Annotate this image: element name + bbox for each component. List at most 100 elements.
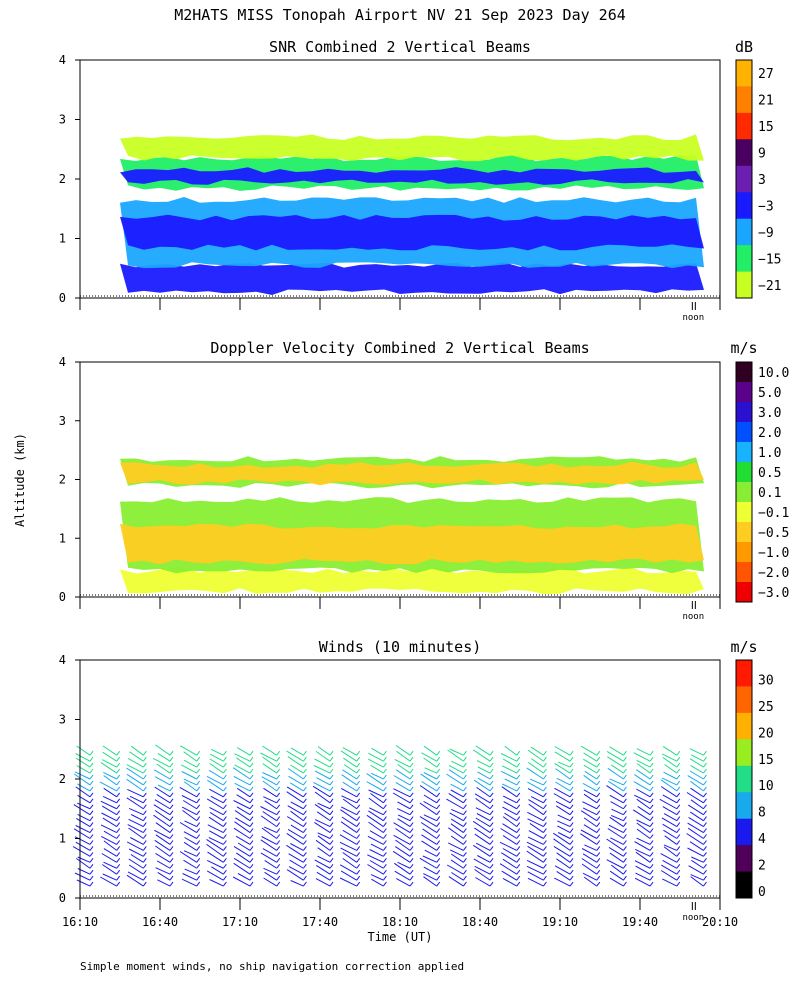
colorbar-swatch	[736, 442, 752, 463]
wind-barb-feather	[116, 881, 121, 887]
wind-barb-feather	[302, 810, 307, 816]
wind-barb-feather	[649, 810, 654, 815]
wind-barb-feather	[623, 875, 627, 881]
wind-barb	[316, 811, 331, 822]
wind-barb	[342, 781, 357, 792]
wind-barb-feather	[89, 798, 94, 804]
wind-barb-feather	[623, 881, 627, 887]
wind-barb	[500, 828, 518, 839]
wind-barb-feather	[516, 869, 521, 875]
wind-barb-feather	[142, 810, 147, 815]
wind-barb	[130, 854, 144, 863]
wind-barb-feather	[569, 816, 574, 821]
wind-barb	[102, 864, 117, 875]
wind-barb	[448, 827, 464, 839]
wind-barb	[183, 850, 197, 857]
wind-barb-feather	[169, 816, 174, 821]
wind-barb	[286, 791, 304, 804]
wind-barb-feather	[276, 846, 281, 851]
wind-barb	[317, 832, 331, 839]
wind-barb-feather	[596, 768, 601, 774]
wind-barb	[477, 766, 491, 774]
wind-barb-feather	[703, 840, 707, 845]
wind-barb	[554, 751, 571, 762]
velocity-units: m/s	[730, 339, 757, 357]
wind-barb	[421, 752, 437, 762]
wind-barb-feather	[222, 786, 227, 792]
wind-barb-feather	[276, 858, 281, 863]
wind-barb	[103, 787, 117, 798]
wind-barb	[206, 843, 224, 857]
wind-barb-feather	[703, 846, 707, 851]
wind-barb-feather	[596, 756, 601, 762]
wind-barb	[286, 869, 304, 881]
wind-barb-feather	[169, 840, 174, 845]
wind-barb-feather	[142, 756, 147, 762]
wind-barb	[423, 814, 437, 822]
wind-barb-feather	[516, 822, 521, 827]
wind-barb-feather	[596, 804, 601, 810]
wind-barb	[608, 824, 624, 833]
wind-barb	[690, 874, 704, 881]
wind-barb	[606, 838, 624, 851]
wind-barb	[209, 830, 224, 839]
wind-barb	[633, 781, 651, 792]
wind-barb-feather	[116, 852, 121, 857]
wind-barb-feather	[703, 875, 707, 881]
wind-barb-feather	[89, 822, 94, 827]
wind-barb-feather	[276, 822, 281, 827]
wind-barb-feather	[409, 852, 414, 857]
wind-barb	[208, 816, 224, 828]
wind-barb-feather	[302, 857, 307, 863]
wind-barb	[530, 746, 544, 756]
wind-barb-feather	[489, 828, 494, 833]
wind-barb	[501, 852, 518, 863]
wind-barb-feather	[169, 804, 174, 810]
x-tick-label: 19:40	[622, 915, 658, 929]
wind-barb	[502, 806, 517, 816]
wind-barb-feather	[676, 881, 681, 887]
wind-barb-feather	[489, 774, 494, 780]
wind-barb-feather	[436, 804, 441, 810]
wind-barb-feather	[649, 875, 654, 881]
wind-barb	[74, 872, 91, 881]
wind-barb	[397, 801, 411, 810]
wind-barb	[157, 871, 171, 881]
wind-barb	[660, 853, 678, 863]
wind-barb-feather	[116, 857, 121, 863]
wind-barb	[423, 866, 437, 875]
wind-barb-feather	[649, 863, 654, 869]
wind-barb	[262, 811, 277, 822]
colorbar-swatch	[736, 765, 752, 793]
wind-barb-feather	[249, 869, 254, 875]
wind-barb	[366, 773, 384, 786]
wind-barb	[314, 758, 331, 768]
colorbar-swatch	[736, 502, 752, 523]
wind-barb-feather	[703, 762, 707, 768]
wind-barb-feather	[623, 792, 627, 798]
wind-barb-feather	[356, 804, 361, 810]
wind-barb	[183, 751, 197, 762]
wind-barb	[370, 772, 384, 780]
wind-barb-feather	[302, 774, 307, 780]
wind-barb-feather	[649, 774, 654, 780]
wind-barb-feather	[596, 780, 601, 786]
wind-barb-feather	[649, 762, 654, 768]
colorbar-swatch	[736, 562, 752, 583]
wind-barb	[475, 877, 491, 887]
wind-barb-feather	[169, 780, 174, 786]
wind-barb-feather	[89, 786, 94, 792]
wind-barb	[609, 794, 624, 804]
wind-barb	[499, 863, 518, 875]
x-tick-label: 16:40	[142, 915, 178, 929]
wind-barb	[233, 800, 251, 810]
wind-barb-feather	[356, 834, 361, 839]
wind-barb	[395, 828, 411, 839]
y-tick-label: 1	[59, 232, 66, 246]
wind-barb	[475, 807, 491, 816]
wind-barb	[290, 747, 304, 756]
wind-barb-feather	[222, 750, 227, 756]
wind-barb-feather	[409, 756, 414, 762]
wind-barb-feather	[703, 786, 707, 792]
wind-barb	[688, 865, 704, 875]
